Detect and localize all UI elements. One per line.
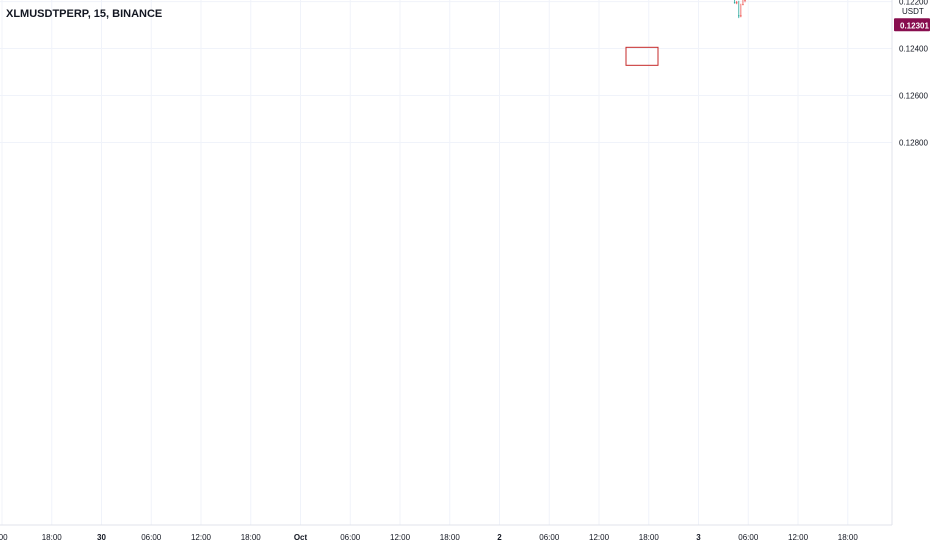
symbol-title: XLMUSDTPERP, 15, BINANCE: [6, 8, 162, 20]
time-tick-label: 06:00: [340, 533, 361, 542]
entry-marker-box[interactable]: [625, 46, 659, 66]
time-tick-label: Oct: [294, 533, 308, 542]
time-tick-label: 18:00: [838, 533, 859, 542]
candle-body: [742, 4, 744, 6]
price-tick-label: 0.12400: [899, 45, 928, 54]
price-badges: 0.123010.1202110:590.119980.11179: [894, 18, 930, 32]
time-tick-label: 18:00: [42, 533, 63, 542]
time-tick-label: 06:00: [141, 533, 162, 542]
position-zones[interactable]: [625, 46, 659, 66]
candle-body: [740, 15, 742, 17]
price-tick-label: 0.12800: [899, 138, 928, 147]
currency-label: USDT: [902, 7, 924, 16]
candle-body: [744, 0, 746, 1]
time-tick-label: 30: [97, 533, 106, 542]
time-tick-label: 3: [696, 533, 701, 542]
candle-body: [735, 2, 738, 4]
grid-layer: [0, 0, 892, 525]
candle-body: [738, 15, 740, 17]
time-tick-label: 18:00: [241, 533, 262, 542]
stop-price-badge-label: 0.12301: [900, 21, 929, 30]
time-tick-label: :00: [0, 533, 8, 542]
candles-layer: [733, 0, 746, 19]
time-tick-label: 06:00: [539, 533, 560, 542]
time-tick-label: 12:00: [589, 533, 610, 542]
price-tick-label: 0.12600: [899, 92, 928, 101]
time-tick-label: 18:00: [440, 533, 461, 542]
time-tick-label: 12:00: [788, 533, 809, 542]
time-tick-label: 06:00: [738, 533, 759, 542]
price-tick-label: 0.12200: [899, 0, 928, 7]
time-tick-label: 18:00: [639, 533, 660, 542]
time-tick-label: 2: [497, 533, 502, 542]
time-axis[interactable]: :00 18:00 30 06:00 12:00 18:00 Oct 06:00 12:00 18…: [0, 533, 858, 542]
stop-price-badge: [894, 18, 930, 32]
price-axis[interactable]: 0.12200 0.12400 0.12600 0.12800: [899, 0, 928, 147]
time-tick-label: 12:00: [191, 533, 212, 542]
time-tick-label: 12:00: [390, 533, 411, 542]
candle-body: [733, 2, 736, 4]
